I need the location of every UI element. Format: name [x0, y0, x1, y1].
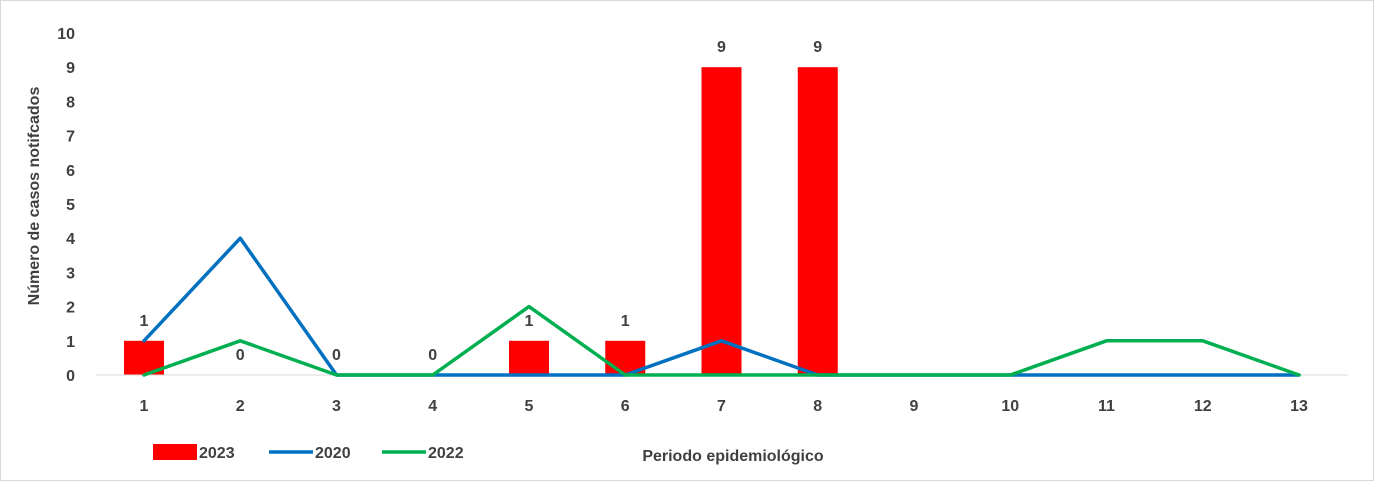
- x-tick-label: 8: [813, 398, 822, 415]
- legend-label-2020: 2020: [315, 445, 351, 462]
- x-tick-label: 13: [1290, 398, 1308, 415]
- x-tick-label: 6: [621, 398, 630, 415]
- bar-data-labels: 1 0 0 0 1 1 9 9: [140, 39, 823, 364]
- x-tick-label: 4: [428, 398, 437, 415]
- y-axis-title: Número de casos notifcados: [26, 87, 43, 306]
- legend-label-2022: 2022: [428, 445, 464, 462]
- x-tick-label: 11: [1098, 398, 1115, 415]
- y-tick-label: 7: [66, 129, 75, 146]
- x-tick-label: 5: [525, 398, 534, 415]
- bar-2023: [797, 67, 838, 375]
- legend: 2023 2020 2022: [153, 444, 464, 462]
- y-tick-label: 2: [66, 300, 75, 317]
- y-tick-label: 6: [66, 163, 75, 180]
- bar-data-label: 0: [332, 347, 341, 364]
- bar-2023: [701, 67, 742, 375]
- series-lines: [142, 236, 1301, 377]
- bar-data-label: 9: [717, 39, 726, 56]
- bar-data-label: 1: [140, 313, 149, 330]
- y-tick-label: 8: [66, 94, 75, 111]
- legend-swatch-2023: [153, 444, 197, 460]
- y-tick-label: 5: [66, 197, 75, 214]
- x-tick-label: 2: [236, 398, 245, 415]
- y-tick-label: 1: [66, 334, 75, 351]
- y-tick-labels: 0 1 2 3 4 5 6 7 8 9 10: [57, 26, 75, 385]
- x-tick-label: 7: [717, 398, 726, 415]
- x-tick-label: 1: [140, 398, 149, 415]
- x-tick-label: 3: [332, 398, 341, 415]
- y-tick-label: 9: [66, 60, 75, 77]
- bar-data-label: 1: [525, 313, 534, 330]
- bar-data-label: 9: [813, 39, 822, 56]
- x-axis-title: Periodo epidemiológico: [642, 448, 824, 465]
- bar-2023: [509, 340, 549, 375]
- bars-2023: [124, 67, 838, 375]
- y-tick-label: 10: [57, 26, 75, 43]
- bar-data-label: 0: [236, 347, 245, 364]
- y-tick-label: 0: [66, 368, 75, 385]
- bar-data-label: 0: [428, 347, 437, 364]
- x-tick-labels: 1 2 3 4 5 6 7 8 9 10 11 12 13: [140, 398, 1308, 415]
- bar-data-label: 1: [621, 313, 630, 330]
- y-tick-label: 3: [66, 265, 75, 282]
- x-tick-label: 12: [1194, 398, 1212, 415]
- y-tick-label: 4: [66, 231, 75, 248]
- x-tick-label: 9: [910, 398, 919, 415]
- series-line-2022: [142, 304, 1301, 377]
- legend-label-2023: 2023: [199, 445, 235, 462]
- x-tick-label: 10: [1001, 398, 1019, 415]
